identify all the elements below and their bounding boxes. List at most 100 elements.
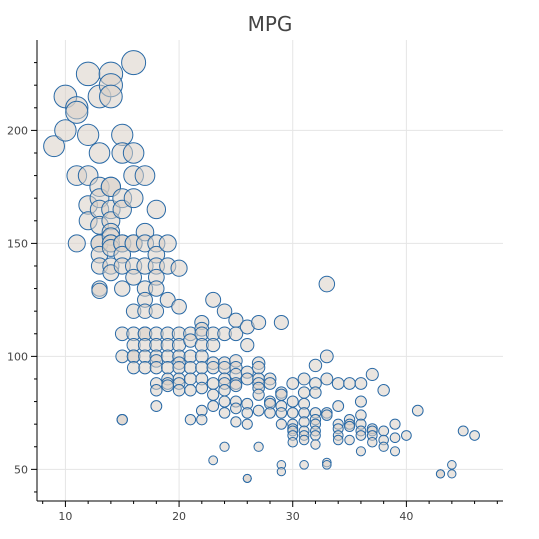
- data-point: [354, 377, 368, 390]
- data-point: [65, 100, 89, 124]
- data-point: [298, 434, 310, 446]
- data-point: [183, 349, 198, 364]
- data-point: [273, 314, 289, 331]
- data-point: [242, 473, 252, 483]
- data-point: [125, 268, 143, 286]
- data-point: [88, 142, 111, 164]
- data-point: [251, 314, 267, 331]
- data-point: [219, 441, 230, 452]
- data-point: [275, 418, 287, 430]
- data-point: [217, 361, 232, 375]
- data-point: [158, 234, 177, 253]
- data-point: [252, 388, 265, 401]
- data-point: [172, 361, 186, 375]
- data-point: [389, 446, 401, 457]
- data-point: [206, 337, 221, 353]
- data-point: [148, 280, 165, 297]
- data-point: [206, 361, 220, 375]
- data-point: [308, 358, 323, 373]
- data-point: [298, 416, 310, 428]
- data-point: [275, 388, 288, 401]
- data-point: [230, 402, 242, 415]
- data-point: [172, 384, 186, 397]
- data-point: [77, 123, 100, 147]
- data-point: [401, 430, 412, 441]
- data-point: [286, 377, 300, 390]
- data-point: [67, 234, 86, 253]
- data-point: [321, 409, 333, 421]
- data-point: [389, 432, 401, 444]
- data-point: [331, 377, 345, 390]
- data-point: [121, 50, 147, 76]
- data-point: [378, 425, 390, 437]
- data-point: [170, 259, 188, 277]
- data-point: [54, 119, 77, 142]
- data-point: [138, 349, 152, 364]
- chart-title: MPG: [248, 12, 293, 36]
- data-point: [365, 367, 379, 381]
- data-point: [310, 430, 321, 441]
- data-point: [184, 413, 197, 426]
- data-point: [134, 165, 156, 186]
- data-point: [310, 439, 321, 450]
- data-point: [230, 416, 242, 428]
- data-point: [126, 361, 141, 375]
- data-point: [320, 372, 334, 386]
- data-point: [115, 349, 130, 364]
- data-point: [116, 413, 128, 426]
- y-tick-label: 50: [14, 463, 28, 476]
- data-point: [318, 275, 336, 293]
- data-point: [241, 418, 253, 430]
- data-point: [355, 446, 366, 457]
- data-point: [411, 404, 424, 417]
- data-point: [435, 469, 446, 479]
- data-point: [252, 404, 265, 417]
- data-point: [75, 61, 101, 87]
- data-point: [297, 386, 311, 399]
- data-point: [183, 372, 197, 386]
- data-point: [309, 386, 322, 399]
- data-point: [286, 395, 299, 408]
- data-point: [43, 135, 65, 158]
- data-point: [206, 377, 220, 390]
- y-tick-label: 150: [7, 237, 28, 250]
- data-point: [251, 361, 266, 375]
- data-point: [150, 400, 163, 413]
- data-point: [299, 460, 309, 470]
- data-point: [240, 337, 255, 353]
- data-point: [355, 430, 367, 441]
- data-point: [276, 466, 287, 477]
- data-point: [91, 282, 108, 299]
- x-tick-label: 10: [58, 510, 72, 523]
- data-point: [114, 280, 131, 297]
- data-point: [297, 372, 311, 386]
- data-point: [447, 460, 457, 470]
- data-point: [216, 303, 233, 319]
- data-point: [183, 361, 198, 375]
- data-point: [287, 437, 298, 448]
- data-point: [148, 303, 165, 319]
- data-point: [378, 441, 389, 452]
- data-point: [343, 377, 356, 390]
- data-point: [322, 460, 332, 470]
- data-point: [207, 388, 220, 401]
- data-point: [150, 384, 163, 397]
- data-point: [149, 361, 163, 375]
- data-point: [207, 400, 220, 413]
- x-tick-label: 30: [286, 510, 300, 523]
- x-tick-label: 20: [172, 510, 186, 523]
- data-point: [264, 407, 276, 419]
- data-point: [146, 199, 167, 220]
- data-point: [123, 188, 144, 209]
- data-point: [184, 384, 197, 397]
- x-tick-label: 40: [399, 510, 413, 523]
- data-point: [240, 372, 254, 386]
- data-point: [344, 434, 355, 446]
- data-point: [332, 434, 344, 446]
- data-point: [161, 379, 175, 393]
- data-point: [171, 298, 187, 315]
- data-point: [447, 469, 457, 479]
- data-point: [195, 361, 209, 375]
